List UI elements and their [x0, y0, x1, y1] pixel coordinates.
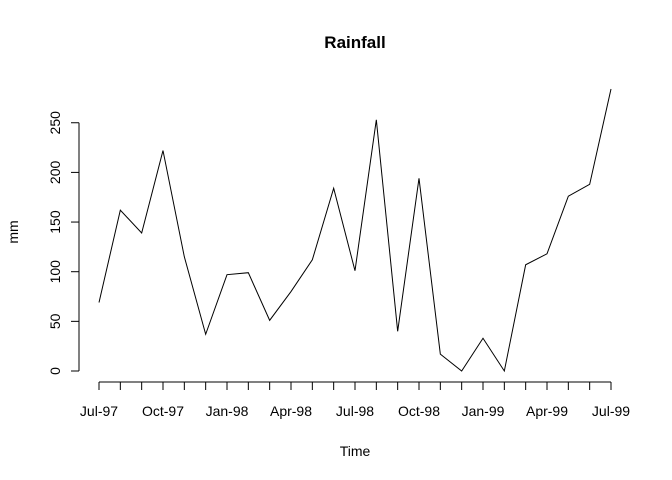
x-tick-label: Oct-97	[142, 403, 184, 419]
y-tick-label: 50	[47, 313, 63, 329]
y-tick-label: 250	[47, 111, 63, 135]
y-tick-label: 200	[47, 161, 63, 185]
x-tick-label: Jan-99	[462, 403, 505, 419]
y-tick-label: 0	[47, 367, 63, 375]
x-tick-label: Apr-98	[270, 403, 312, 419]
x-tick-label: Jul-99	[592, 403, 630, 419]
x-tick-label: Jul-97	[80, 403, 118, 419]
y-tick-label: 150	[47, 210, 63, 234]
x-tick-label: Jul-98	[336, 403, 374, 419]
x-tick-label: Apr-99	[526, 403, 568, 419]
x-axis: Jul-97 Oct-97 Jan-98 Apr-98 Jul-98 Oct-98 Jan-…	[80, 381, 630, 419]
y-axis: 0 50 100 150 200 250	[47, 111, 80, 375]
rainfall-series-line	[98, 88, 612, 373]
x-tick-label: Oct-98	[398, 403, 440, 419]
chart-title: Rainfall	[324, 33, 385, 52]
series-layer	[98, 88, 612, 373]
y-tick-label: 100	[47, 260, 63, 284]
x-tick-label: Jan-98	[206, 403, 249, 419]
x-axis-label: Time	[340, 443, 371, 459]
y-axis-label: mm	[5, 220, 21, 243]
